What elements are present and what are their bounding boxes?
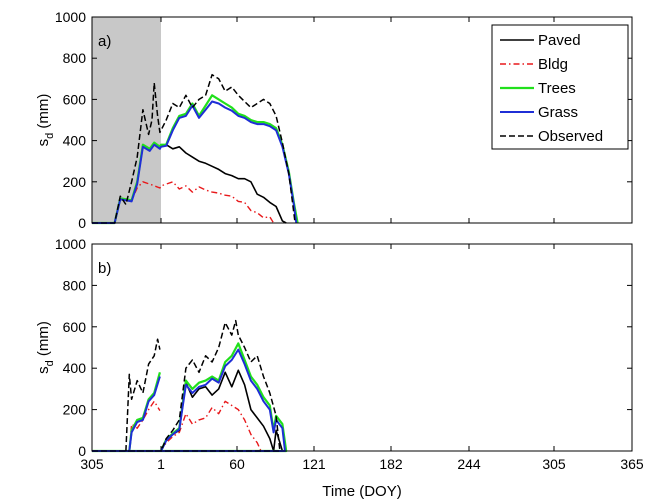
x-tick-label: 305 (542, 456, 566, 472)
y-axis-title-main: s (35, 139, 52, 147)
series-line-bldg (92, 181, 275, 224)
y-axis-title-subscript: d (44, 133, 56, 139)
series-line-observed (92, 73, 296, 224)
y-tick-label: 400 (63, 360, 87, 376)
y-tick-label: 600 (63, 319, 87, 335)
legend-label-observed: Observed (538, 128, 603, 145)
y-tick-label: 600 (63, 91, 87, 107)
legend-label-grass: Grass (538, 104, 578, 121)
y-tick-label: 800 (63, 277, 87, 293)
axes-frame (91, 243, 633, 452)
x-tick-label: 244 (457, 456, 481, 472)
y-axis-title-main: s (35, 366, 52, 374)
axes-frame (91, 16, 633, 224)
legend-label-trees: Trees (538, 80, 576, 97)
y-tick-label: 0 (78, 215, 86, 231)
legend-label-bldg: Bldg (538, 56, 568, 73)
y-axis-title: sd (mm) (35, 321, 56, 374)
y-axis-title-unit: (mm) (35, 321, 52, 360)
panel-label: a) (98, 33, 111, 50)
panel-label: b) (98, 260, 111, 277)
legend-label-paved: Paved (538, 32, 581, 49)
series-line-trees (92, 342, 288, 453)
y-tick-label: 1000 (55, 9, 86, 25)
y-axis-title: sd (mm) (35, 94, 56, 147)
series-line-bldg (92, 400, 262, 452)
series-line-grass (92, 348, 286, 452)
chart-panel-b: 0 200 400 600 800 1000 305 1 60 121 182 244 305 365 b)… (35, 236, 644, 472)
y-tick-label: 800 (63, 50, 87, 66)
legend-box (491, 24, 629, 150)
y-tick-label: 1000 (55, 236, 86, 252)
y-tick-label: 400 (63, 133, 87, 149)
y-tick-label: 200 (63, 402, 87, 418)
x-tick-label: 182 (379, 456, 403, 472)
x-tick-label: 365 (620, 456, 644, 472)
y-tick-label: 200 (63, 174, 87, 190)
x-tick-label: 121 (302, 456, 326, 472)
x-tick-label: 60 (229, 456, 245, 472)
series-line-grass (92, 100, 298, 224)
series-line-observed (92, 319, 281, 452)
x-tick-label: 305 (80, 456, 104, 472)
x-tick-label: 1 (157, 456, 165, 472)
shaded-period (92, 17, 161, 223)
y-axis-title-unit: (mm) (35, 94, 52, 133)
series-line-trees (92, 94, 299, 225)
legend: Paved Bldg Trees Grass Observed (491, 24, 629, 150)
y-tick-label: 0 (78, 443, 86, 459)
x-axis-title: Time (DOY) (322, 483, 401, 500)
chart-panel-a: 0 200 400 600 800 1000 a) sd (mm) (35, 9, 633, 231)
y-axis-title-subscript: d (44, 360, 56, 366)
